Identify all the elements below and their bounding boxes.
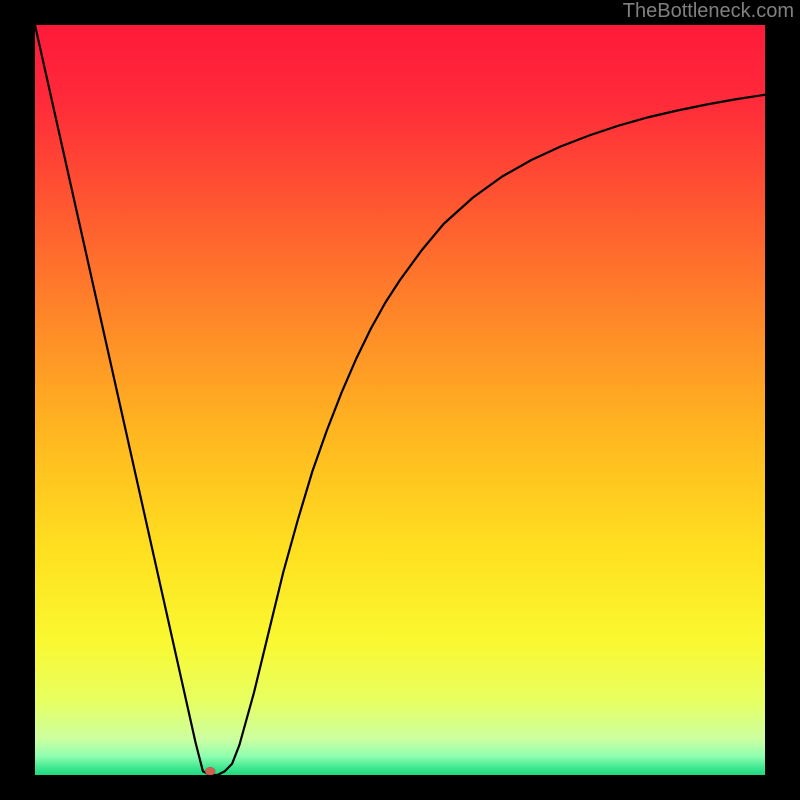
gradient-background [35, 25, 765, 775]
optimal-point-marker [205, 767, 215, 775]
watermark-label: TheBottleneck.com [623, 0, 794, 23]
bottleneck-chart [35, 25, 765, 775]
chart-container: TheBottleneck.com [0, 0, 800, 800]
